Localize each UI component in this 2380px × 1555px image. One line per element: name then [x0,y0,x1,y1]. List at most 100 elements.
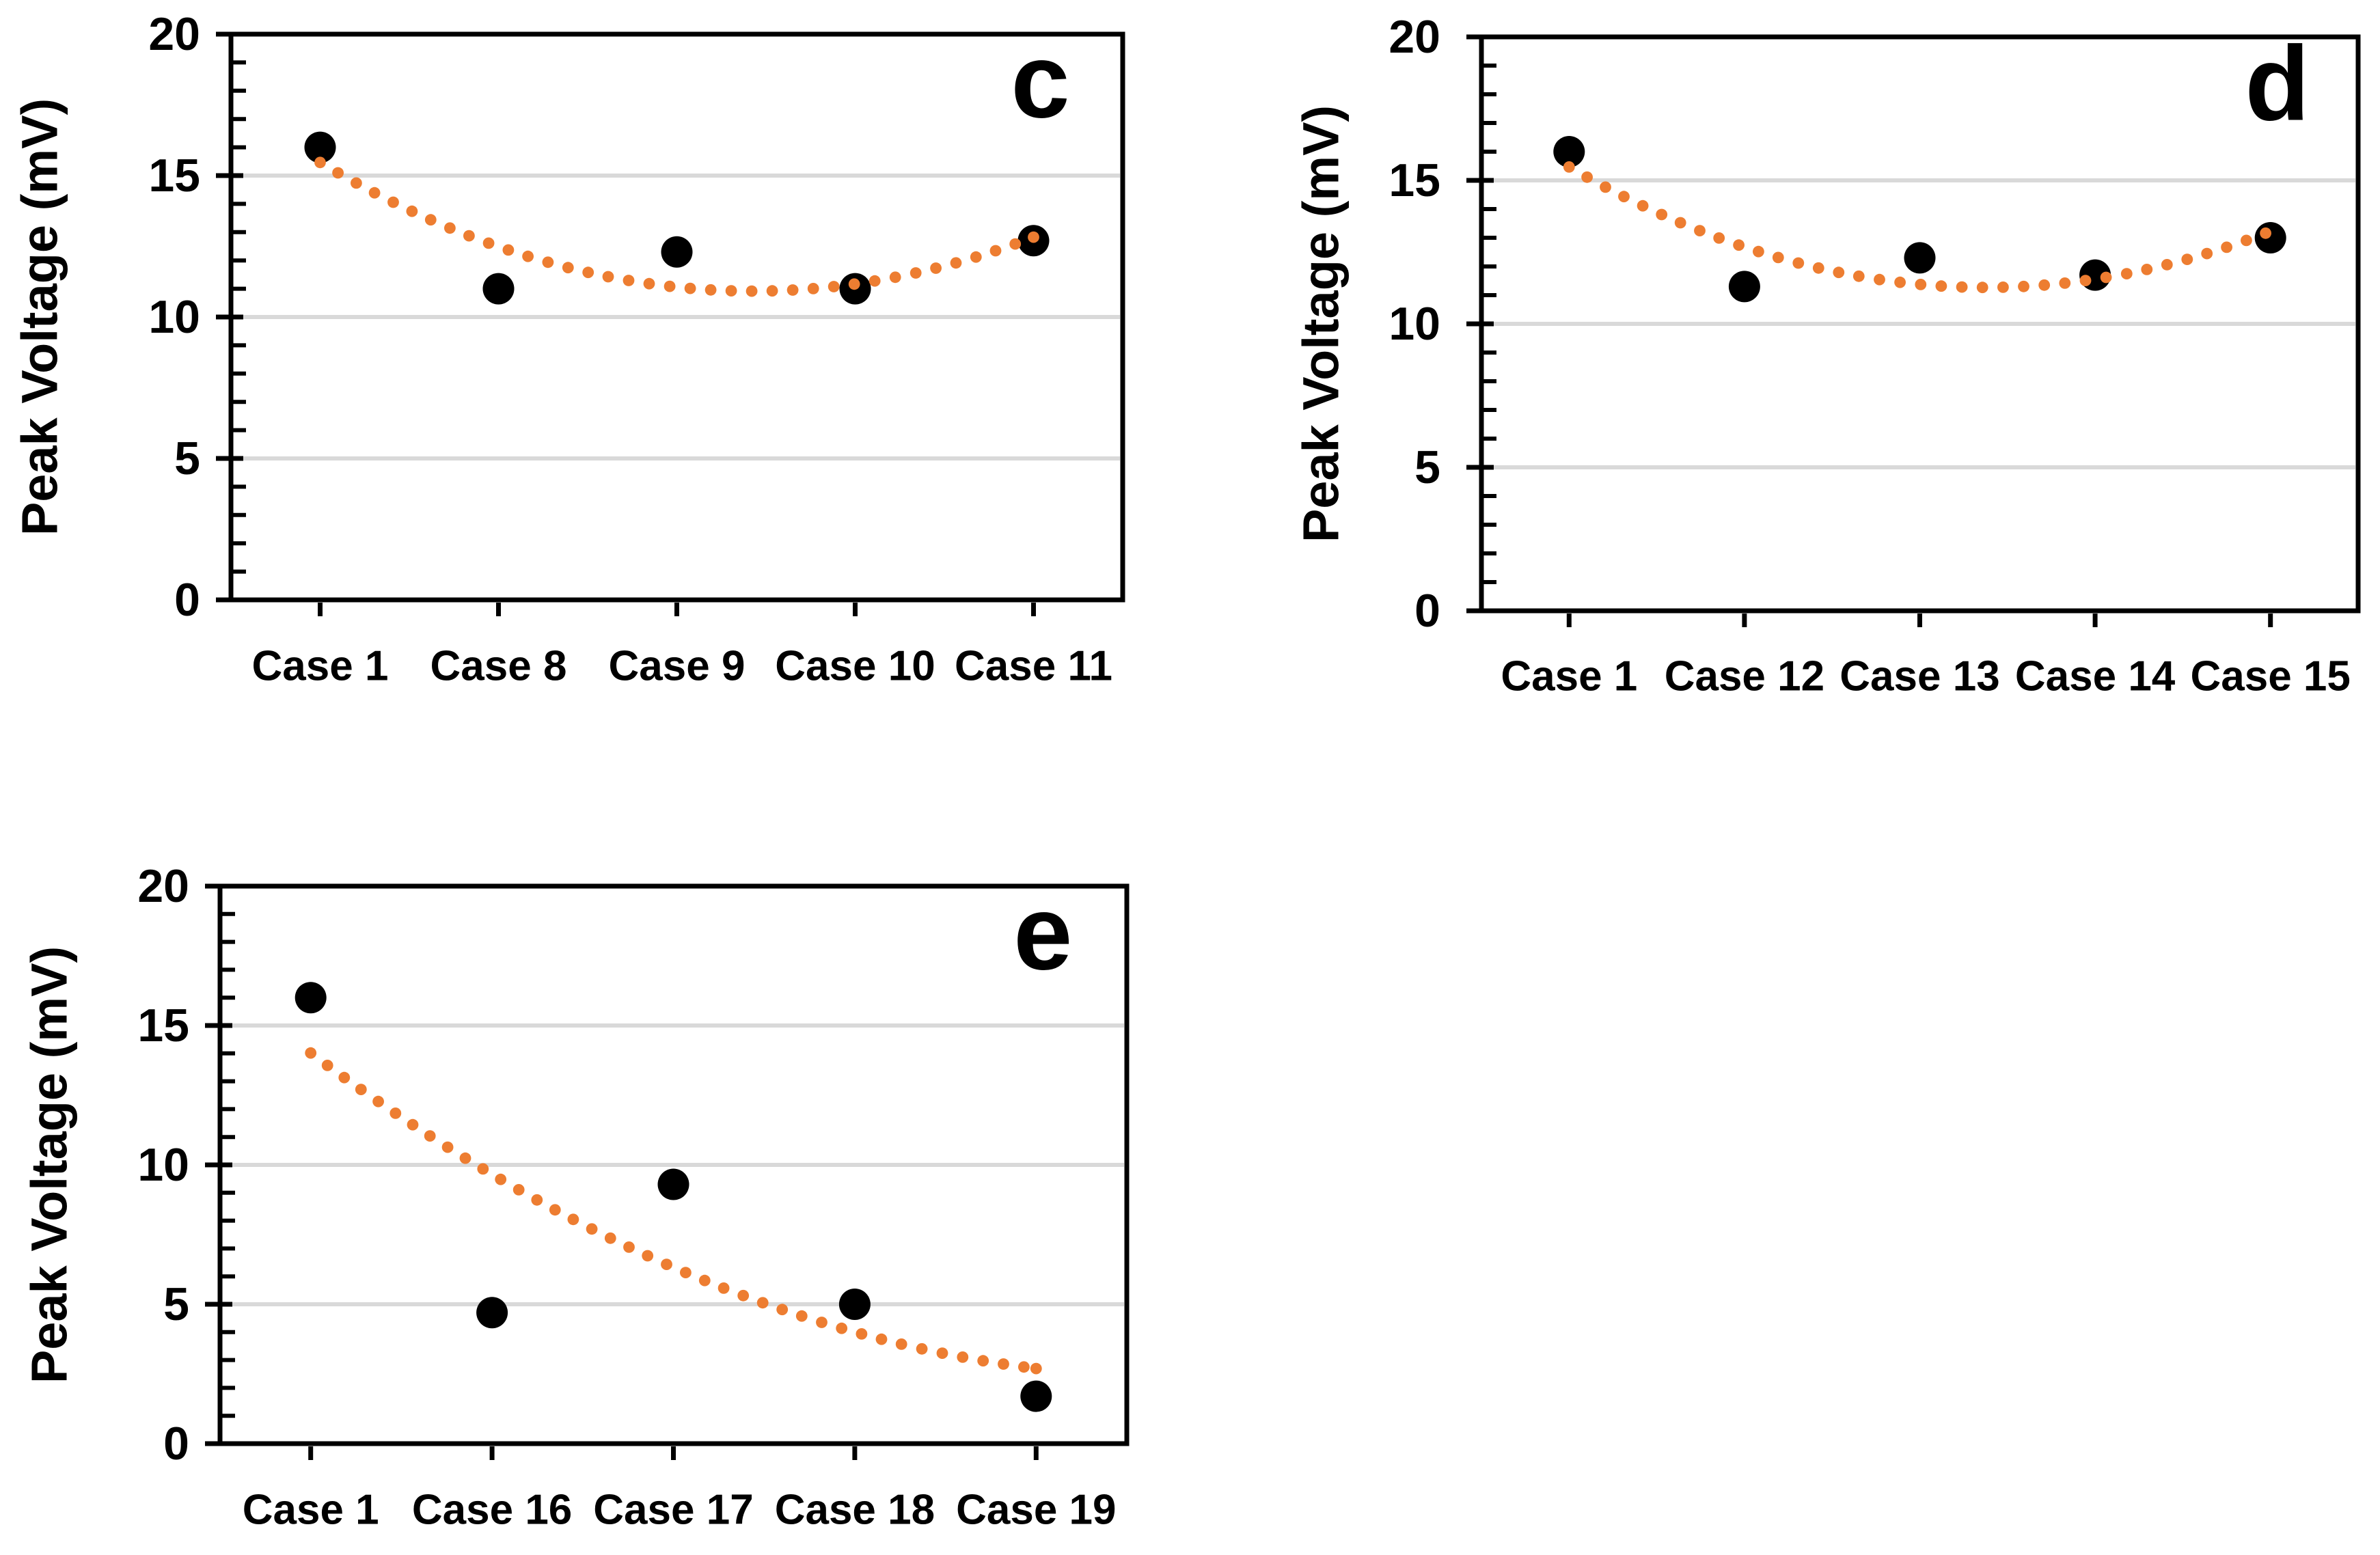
trend-dot [1976,281,1988,294]
trend-dot [916,1343,928,1355]
trend-dot [717,1282,730,1294]
trend-dot [1674,217,1686,229]
trend-dot [1030,1362,1042,1375]
trend-dot [582,266,594,279]
trend-dot [1833,266,1845,279]
trend-dot [1874,273,1885,286]
y-tick-label: 5 [174,432,200,484]
trend-dot [355,1084,367,1095]
data-point [838,1289,871,1320]
trend-dot [1713,232,1725,244]
trend-dot [531,1194,543,1206]
trend-dot [684,282,696,294]
y-axis-title: Peak Voltage (mV) [12,98,68,536]
trend-dot [737,1289,750,1302]
trend-dot [372,1095,384,1107]
data-point [295,982,327,1014]
trend-dot [2059,277,2071,289]
trend-dot [1792,257,1805,269]
trend-dot [776,1304,789,1316]
trend-dot [424,1130,436,1142]
y-axis-title: Peak Voltage (mV) [1293,105,1350,542]
trend-dot [482,237,495,249]
x-category-label: Case 9 [609,643,746,690]
trend-dot [725,285,737,297]
y-tick-label: 20 [148,8,200,60]
trend-dot [522,250,534,262]
trend-dot [936,1347,948,1359]
y-tick-label: 0 [163,1418,189,1470]
trend-dot [1009,238,1022,250]
trend-dot [889,271,901,284]
data-point [476,1297,508,1329]
trend-dot [623,1241,635,1253]
trend-dot [542,256,554,269]
trend-dot [1581,171,1593,183]
trend-dot [950,257,962,269]
y-tick-label: 15 [1389,154,1440,206]
trend-dot [2161,259,2173,271]
trend-dot [2260,227,2272,239]
data-point [1904,242,1936,274]
trend-dot [1600,181,1611,193]
x-category-label: Case 18 [775,1487,935,1534]
y-tick-label: 0 [1414,585,1440,637]
trend-dot [1028,231,1039,243]
data-point [1020,1380,1052,1412]
trend-dot [957,1351,969,1363]
trend-dot [868,275,881,287]
trend-dot [756,1297,769,1309]
data-point [482,273,515,305]
trend-dot [642,1250,654,1262]
trend-dot [895,1338,907,1350]
trend-dot [586,1223,598,1235]
trend-dot [970,251,982,263]
trend-dot [989,245,1002,257]
trend-dot [602,271,614,283]
y-tick-label: 15 [148,150,200,202]
x-category-label: Case 13 [1839,653,1999,700]
trend-dot [807,283,819,294]
trend-dot [1997,281,2009,293]
trend-dot [848,278,860,290]
y-tick-label: 10 [148,291,200,343]
chart-panel-e: 0 5 10 15 20 Case 1 Case 16 Case 17 Case 18 Case … [21,860,1130,1534]
trend-dot [1772,251,1784,264]
trend-dot [463,230,475,242]
trend-dot [664,280,676,292]
data-point [304,131,336,163]
trend-dot [1563,161,1575,173]
x-category-label: Case 1 [252,643,389,690]
trend-dot [1618,191,1630,203]
trend-dot [512,1184,525,1196]
trend-dot [746,285,758,297]
data-point [1553,136,1585,167]
trend-dot [2201,247,2213,260]
trend-dot [2120,268,2133,279]
trend-dot [1018,1361,1030,1373]
trend-dot [1753,245,1764,258]
trend-dot [2181,253,2193,265]
chart-panel-c: 0 5 10 15 20 Case 1 Case 8 Case 9 Case 10 Case 11… [12,8,1125,690]
panel-letter: c [1011,22,1069,140]
chart-panel-d: 0 5 10 15 20 Case 1 Case 12 Case 13 Case 14 Case … [1293,11,2361,700]
trend-dot [477,1163,489,1175]
trend-dot [495,1173,507,1185]
trend-dot [459,1152,471,1164]
trend-dot [643,277,655,290]
x-category-label: Case 12 [1665,653,1824,700]
trend-dot [1915,279,1927,290]
y-tick-label: 20 [137,860,189,912]
trend-dot [351,177,362,189]
trend-dot [623,275,635,286]
trend-dot [930,262,942,274]
trend-dot [549,1204,561,1216]
trend-dot [1812,262,1824,274]
x-category-label: Case 11 [955,643,1112,690]
data-point [1728,271,1760,303]
trend-dot [305,1047,317,1059]
trend-dot [875,1333,888,1345]
trend-dot [2079,275,2092,286]
data-point [657,1168,689,1200]
